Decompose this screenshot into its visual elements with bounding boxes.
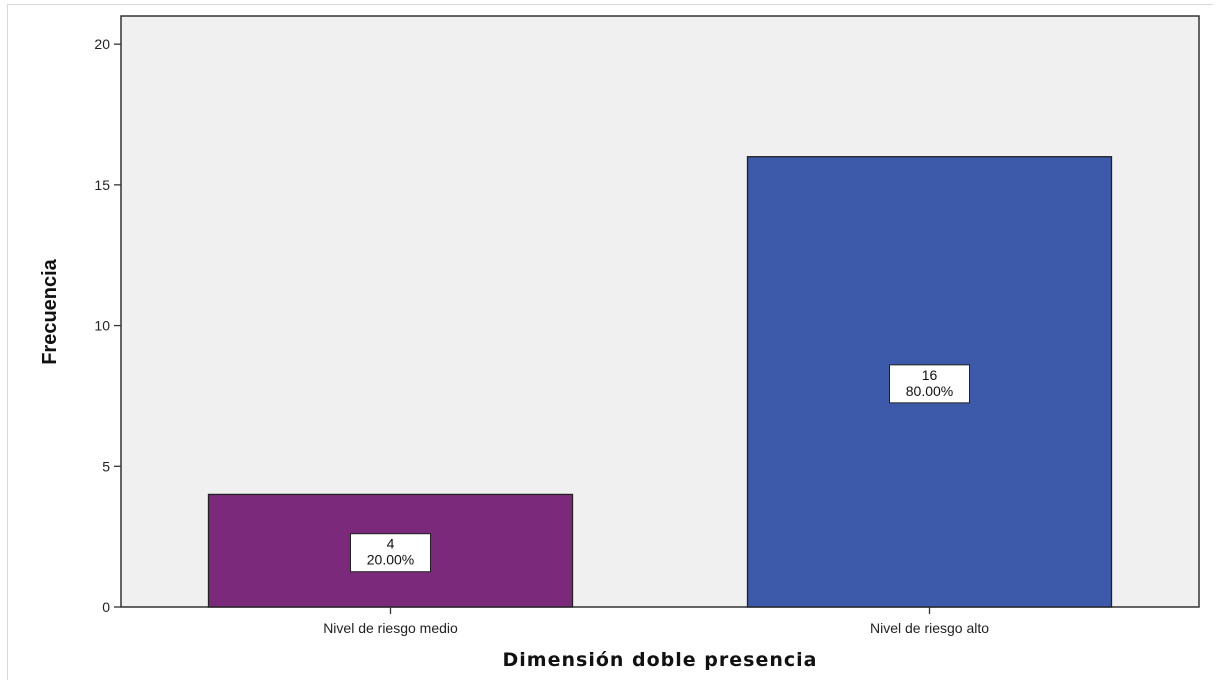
y-tick-label: 20 [94, 36, 110, 52]
y-tick-label: 0 [102, 599, 110, 615]
data-label-count: 4 [387, 536, 395, 552]
bar [746, 156, 1113, 608]
data-label-percent: 20.00% [367, 552, 414, 568]
y-tick-label: 15 [94, 177, 110, 193]
data-label-count: 16 [922, 367, 938, 383]
x-axis-title: Dimensión doble presencia [503, 649, 818, 671]
y-axis-title: Frecuencia [39, 258, 61, 364]
data-label-box [350, 533, 431, 573]
y-tick-label: 10 [94, 318, 110, 334]
y-axis: 0 5 10 15 20 [94, 36, 121, 615]
x-axis: Nivel de riesgo medio Nivel de riesgo alt… [323, 607, 989, 636]
data-label-percent: 80.00% [906, 383, 953, 399]
x-tick-label: Nivel de riesgo medio [323, 620, 458, 636]
y-tick-label: 5 [102, 458, 110, 474]
x-tick-label: Nivel de riesgo alto [870, 620, 989, 636]
data-label-box [889, 364, 970, 404]
chart-frame [7, 4, 1213, 680]
